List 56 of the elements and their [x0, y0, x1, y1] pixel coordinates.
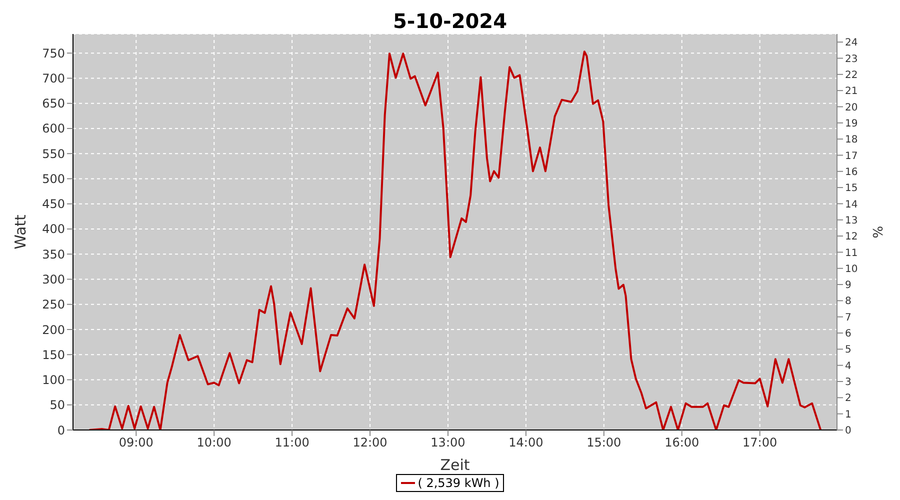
legend-label: ( 2,539 kWh )	[418, 476, 500, 490]
chart-title: 5-10-2024	[392, 8, 508, 34]
y-tick-label: 300	[42, 272, 65, 286]
x-tick-label: 12:00	[352, 436, 388, 450]
y-axis-title: Watt	[11, 214, 30, 250]
y-tick-label: 550	[42, 146, 65, 161]
y2-tick-label: 1	[845, 409, 852, 420]
y2-tick-label: 18	[845, 134, 858, 146]
x-tick-label: 17:00	[742, 436, 778, 450]
y2-tick-label: 4	[845, 360, 852, 372]
x-tick-label: 13:00	[430, 436, 466, 450]
y-tick-label: 250	[42, 298, 65, 312]
y-tick-label: 150	[42, 348, 65, 362]
y2-tick-label: 17	[845, 150, 858, 162]
y-tick-label: 750	[42, 46, 65, 60]
x-tick-label: 16:00	[664, 436, 700, 450]
y2-tick-label: 12	[845, 232, 858, 243]
y-tick-label: 350	[42, 247, 65, 262]
y2-tick-label: 3	[845, 377, 852, 388]
y2-tick-label: 22	[845, 70, 858, 81]
y-tick-label: 50	[50, 398, 65, 412]
y2-tick-label: 8	[845, 296, 852, 308]
y-tick-label: 400	[42, 222, 65, 236]
line-series	[88, 50, 822, 430]
x-tick-label: 15:00	[586, 436, 622, 450]
y2-tick-label: 24	[845, 38, 858, 49]
x-tick-label: 10:00	[196, 436, 232, 450]
y2-tick-label: 23	[845, 54, 858, 65]
x-tick-label: 11:00	[274, 436, 310, 450]
y2-tick-label: 13	[845, 215, 858, 226]
y-tick-label: 100	[42, 373, 65, 388]
y-tick-label: 450	[42, 197, 65, 212]
y-tick-label: 700	[42, 71, 65, 86]
y2-tick-label: 20	[845, 102, 858, 114]
y2-tick-label: 9	[845, 280, 852, 292]
y2-tick-label: 16	[845, 166, 858, 178]
y2-tick-label: 10	[845, 264, 858, 275]
y2-tick-label: 2	[845, 393, 852, 404]
x-tick-label: 09:00	[118, 436, 154, 450]
y-tick-label: 600	[42, 122, 65, 136]
y2-tick-label: 14	[845, 199, 858, 210]
y2-tick-label: 11	[845, 248, 858, 259]
y-tick-label: 200	[42, 322, 65, 337]
x-axis-title: Zeit	[440, 456, 470, 474]
y2-axis-title: %	[872, 226, 887, 238]
y-tick-label: 0	[57, 423, 65, 438]
y2-tick-label: 21	[845, 86, 858, 98]
y-tick-label: 650	[42, 96, 65, 111]
y2-tick-label: 5	[845, 344, 852, 356]
x-tick-label: 14:00	[508, 436, 544, 450]
y2-tick-label: 7	[845, 312, 852, 324]
y2-tick-label: 0	[845, 426, 852, 437]
y2-tick-label: 19	[845, 118, 858, 130]
y2-tick-label: 6	[845, 328, 852, 340]
y2-tick-label: 15	[845, 183, 858, 194]
y-tick-label: 500	[42, 172, 65, 186]
